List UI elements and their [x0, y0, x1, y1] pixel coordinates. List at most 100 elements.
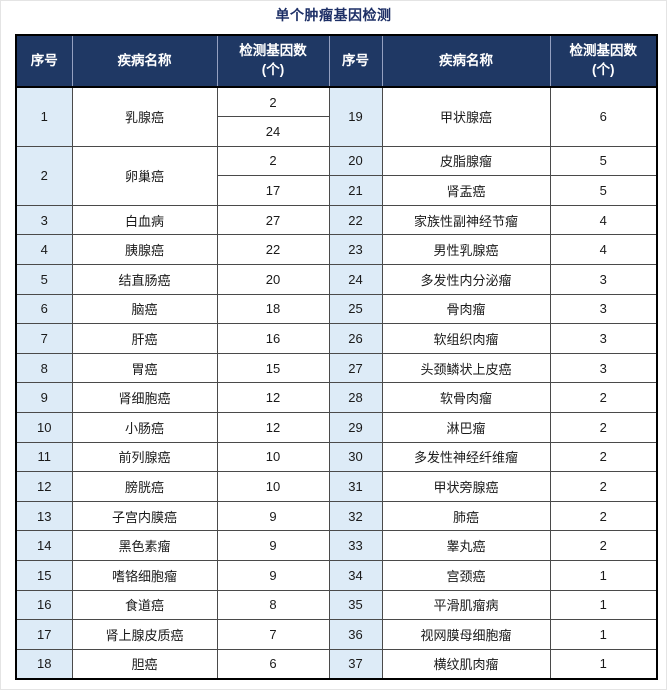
cell-gene-count: 20: [216, 264, 330, 295]
table-row: 18 胆癌 6 37 横纹肌肉瘤 1: [15, 648, 658, 680]
cell-gene-count: 2: [549, 412, 658, 443]
cell-gene-count: 4: [549, 234, 658, 266]
table-row: 24: [16, 116, 657, 147]
table-row: 13 子宫内膜癌 9 32 肺癌 2: [15, 500, 658, 532]
cell-disease: 男性乳腺癌: [381, 234, 551, 266]
cell-gene-count: 7: [216, 619, 330, 650]
header-disease-right: 疾病名称: [381, 34, 551, 88]
cell-gene-count: 5: [549, 175, 658, 206]
cell-index: 30: [328, 441, 383, 473]
table-row: 10 小肠癌 12 29 淋巴瘤 2: [15, 412, 658, 443]
cell-index: 14: [15, 530, 73, 561]
cell-index: 21: [328, 175, 383, 206]
header-gene-count-left: 检测基因数 (个): [216, 34, 330, 88]
cell-gene-count: 8: [216, 589, 330, 621]
cell-gene-count: 22: [216, 234, 330, 266]
cell-disease: 肾细胞癌: [71, 382, 218, 414]
cell-index: 12: [15, 471, 73, 502]
cell-index: 37: [328, 648, 383, 680]
cell-gene-count: 1: [549, 589, 658, 621]
cell-disease: 皮脂腺瘤: [381, 145, 551, 177]
table-row: 3 白血病 27 22 家族性副神经节瘤 4: [15, 204, 658, 236]
cell-index: 33: [328, 530, 383, 561]
cell-index: 25: [328, 293, 383, 325]
cell-gene-count: 3: [549, 264, 658, 295]
cell-index: 6: [15, 293, 73, 325]
cell-index: 32: [328, 500, 383, 532]
table-row: 2 卵巢癌 2 20 皮脂腺瘤 5: [15, 145, 658, 206]
cell-gene-count: 6: [549, 86, 658, 147]
cell-index: 27: [328, 352, 383, 384]
cell-gene-count: 5: [549, 145, 658, 177]
cell-index: 29: [328, 412, 383, 443]
cell-disease: 淋巴瘤: [381, 412, 551, 443]
cell-disease: 家族性副神经节瘤: [381, 204, 551, 236]
cell-index: 19: [328, 86, 383, 147]
cell-disease: 肝癌: [71, 323, 218, 354]
table-row: 9 肾细胞癌 12 28 软骨肉瘤 2: [15, 382, 658, 414]
cell-gene-count: 1: [549, 560, 658, 591]
cell-index: 3: [15, 204, 73, 236]
cell-gene-count: 10: [216, 471, 330, 502]
cell-gene-count: 2: [216, 145, 330, 177]
table-row: 16 食道癌 8 35 平滑肌瘤病 1: [15, 589, 658, 621]
cell-index: 8: [15, 352, 73, 384]
cell-index: 31: [328, 471, 383, 502]
table-row: 15 嗜铬细胞瘤 9 34 宫颈癌 1: [15, 560, 658, 591]
cell-index: 23: [328, 234, 383, 266]
cell-disease: 脑癌: [71, 293, 218, 325]
cell-disease: 平滑肌瘤病: [381, 589, 551, 621]
cell-disease: 白血病: [71, 204, 218, 236]
cell-index: 26: [328, 323, 383, 354]
cell-index: 9: [15, 382, 73, 414]
cell-disease: 视网膜母细胞瘤: [381, 619, 551, 650]
table-row: 8 胃癌 15 27 头颈鳞状上皮癌 3: [15, 352, 658, 384]
cell-index: 7: [15, 323, 73, 354]
cell-index: 34: [328, 560, 383, 591]
cell-disease: 膀胱癌: [71, 471, 218, 502]
table-row: 4 胰腺癌 22 23 男性乳腺癌 4: [15, 234, 658, 266]
cell-gene-count: 17: [216, 175, 330, 206]
cell-gene-count: 6: [216, 648, 330, 680]
header-index-left: 序号: [15, 34, 73, 88]
cell-index: 17: [15, 619, 73, 650]
cell-index: 15: [15, 560, 73, 591]
cell-gene-count: 9: [216, 530, 330, 561]
cell-gene-count: 9: [216, 500, 330, 532]
cell-gene-count: 2: [216, 86, 330, 118]
cell-disease: 宫颈癌: [381, 560, 551, 591]
cell-index: 13: [15, 500, 73, 532]
cell-disease: 肺癌: [381, 500, 551, 532]
cell-disease: 甲状旁腺癌: [381, 471, 551, 502]
header-gene-count-right: 检测基因数 (个): [549, 34, 658, 88]
table-body: 1 乳腺癌 2 19 甲状腺癌 6 24 2 卵巢癌 2 20 皮脂腺瘤 5 17 21 肾盂癌 5 3 白血病 27…: [15, 86, 658, 680]
cell-disease: 横纹肌肉瘤: [381, 648, 551, 680]
cell-index: 1: [15, 86, 73, 147]
gene-detection-table: 序号 疾病名称 检测基因数 (个) 序号 疾病名称 检测基因数 (个) 1 乳腺癌…: [15, 34, 658, 680]
table-row: 17 21 肾盂癌 5: [16, 175, 658, 206]
cell-disease: 骨肉瘤: [381, 293, 551, 325]
cell-gene-count: 16: [216, 323, 330, 354]
cell-disease: 睾丸癌: [381, 530, 551, 561]
cell-gene-count: 1: [549, 619, 658, 650]
cell-index: 10: [15, 412, 73, 443]
cell-gene-count: 2: [549, 441, 658, 473]
cell-gene-count: 3: [549, 293, 658, 325]
table-row: 12 膀胱癌 10 31 甲状旁腺癌 2: [15, 471, 658, 502]
cell-gene-count: 24: [216, 116, 330, 147]
cell-disease: 胆癌: [71, 648, 218, 680]
cell-gene-count: 12: [216, 382, 330, 414]
cell-disease: 前列腺癌: [71, 441, 218, 473]
cell-disease: 多发性神经纤维瘤: [381, 441, 551, 473]
cell-disease: 肾上腺皮质癌: [71, 619, 218, 650]
cell-gene-count: 2: [549, 382, 658, 414]
cell-gene-count: 10: [216, 441, 330, 473]
header-index-right: 序号: [328, 34, 383, 88]
page-title: 单个肿瘤基因检测: [275, 7, 392, 23]
cell-index: 22: [328, 204, 383, 236]
cell-disease: 软组织肉瘤: [381, 323, 551, 354]
cell-disease: 胃癌: [71, 352, 218, 384]
cell-disease: 多发性内分泌瘤: [381, 264, 551, 295]
cell-gene-count: 2: [549, 500, 658, 532]
